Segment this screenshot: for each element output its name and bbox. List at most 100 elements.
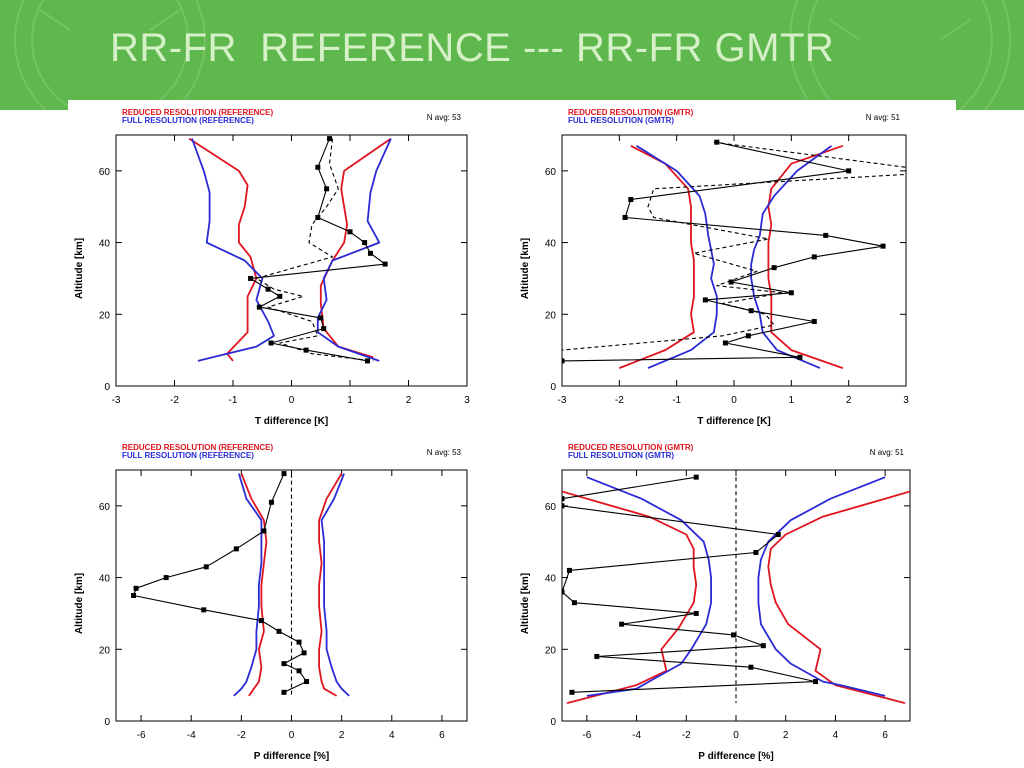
y-tick-label: 40 <box>99 239 111 250</box>
data-point <box>281 661 287 667</box>
plot-panel: -3 -2 -1 0 1 2 3 0 20 40 60 T difference [K] Altitud… <box>68 100 956 768</box>
x-tick-label: 3 <box>903 395 909 406</box>
x-tick-label: -6 <box>137 730 146 741</box>
data-point <box>566 567 572 573</box>
series-group <box>562 474 910 704</box>
series-line-blue-solid <box>636 145 718 369</box>
x-tick-label: -4 <box>187 730 196 741</box>
legend-full: FULL RESOLUTION (GMTR) <box>568 116 674 125</box>
data-point <box>788 290 794 296</box>
data-point <box>296 639 302 645</box>
series-line-blue-solid <box>586 476 712 697</box>
series-line-black-dashed <box>562 141 906 351</box>
navg-label: N avg: 53 <box>427 113 462 122</box>
navg-label: N avg: 51 <box>870 448 905 457</box>
data-point <box>562 358 565 364</box>
y-tick-label: 40 <box>545 239 557 250</box>
data-point <box>265 286 271 292</box>
plot-frame <box>561 134 907 387</box>
navg-label: N avg: 53 <box>427 448 462 457</box>
data-point <box>811 254 817 260</box>
data-point <box>760 643 766 649</box>
y-tick-label: 60 <box>99 167 111 178</box>
data-point <box>268 499 274 505</box>
x-tick-label: -6 <box>582 730 591 741</box>
x-tick-label: 2 <box>339 730 345 741</box>
y-axis-label: Altitude [km] <box>74 238 85 299</box>
series-group <box>188 136 392 364</box>
series-line-blue-solid <box>757 476 886 697</box>
legend-reduced: REDUCED RESOLUTION (GMTR) <box>568 443 694 452</box>
y-tick-label: 20 <box>99 645 111 656</box>
data-point <box>622 214 628 220</box>
series-line-black-solid <box>133 473 308 693</box>
chart-1: -3 -2 -1 0 1 2 3 0 20 40 60 T difference [K] Altitud… <box>74 108 470 427</box>
x-axis-label: T difference [K] <box>255 416 328 427</box>
data-point <box>318 315 324 321</box>
data-point <box>619 621 625 627</box>
y-tick-label: 0 <box>550 382 556 393</box>
data-point <box>281 471 287 477</box>
legend-full: FULL RESOLUTION (REFERENCE) <box>122 116 254 125</box>
series-line-red-solid <box>319 137 392 359</box>
data-point <box>327 136 333 142</box>
series-line-blue-solid <box>233 473 263 697</box>
legend-full: FULL RESOLUTION (GMTR) <box>568 451 674 460</box>
data-point <box>813 679 819 685</box>
data-point <box>628 197 634 203</box>
y-tick-label: 0 <box>104 717 110 728</box>
series-line-blue-solid <box>191 138 275 362</box>
series-line-red-solid <box>240 473 268 697</box>
y-tick-label: 60 <box>545 502 557 513</box>
x-axis-label: P difference [%] <box>698 751 773 762</box>
data-point <box>562 503 565 509</box>
legend-reduced: REDUCED RESOLUTION (REFERENCE) <box>122 443 273 452</box>
series-line-blue-solid <box>316 138 392 362</box>
data-point <box>304 679 310 685</box>
series-line-black-solid <box>562 141 884 362</box>
x-tick-label: 2 <box>406 395 412 406</box>
data-point <box>303 347 309 353</box>
data-point <box>745 333 751 339</box>
data-point <box>201 607 207 613</box>
y-tick-label: 0 <box>104 382 110 393</box>
data-point <box>203 564 209 570</box>
x-tick-label: 0 <box>731 395 737 406</box>
legend-full: FULL RESOLUTION (REFERENCE) <box>122 451 254 460</box>
data-point <box>562 496 565 502</box>
data-point <box>811 318 817 324</box>
data-point <box>258 618 264 624</box>
data-point <box>775 532 781 538</box>
chart-2: -3 -2 -1 0 1 2 3 0 20 40 60 T difference [K] Altitud… <box>520 108 909 427</box>
x-tick-label: 6 <box>882 730 888 741</box>
data-point <box>702 297 708 303</box>
x-axis-label: P difference [%] <box>254 751 329 762</box>
data-point <box>248 275 254 281</box>
x-tick-label: 6 <box>439 730 445 741</box>
data-point <box>382 261 388 267</box>
data-point <box>693 610 699 616</box>
data-point <box>133 585 139 591</box>
slide-header: RR-FR REFERENCE --- RR-FR GMTR <box>0 0 1024 110</box>
data-point <box>722 340 728 346</box>
x-tick-label: 0 <box>289 730 295 741</box>
data-point <box>748 308 754 314</box>
x-tick-label: 4 <box>389 730 395 741</box>
y-tick-label: 20 <box>545 645 557 656</box>
data-point <box>276 628 282 634</box>
x-tick-label: 0 <box>289 395 295 406</box>
series-line-black-dashed <box>255 138 374 362</box>
watermark-seal-icon <box>14 0 1011 110</box>
navg-label: N avg: 51 <box>866 113 901 122</box>
legend-reduced: REDUCED RESOLUTION (GMTR) <box>568 108 694 117</box>
data-point <box>728 279 734 285</box>
data-point <box>233 546 239 552</box>
data-point <box>571 600 577 606</box>
series-group <box>562 139 906 369</box>
x-tick-label: -4 <box>632 730 641 741</box>
series-line-black-solid <box>562 476 817 693</box>
series-line-red-solid <box>767 144 844 369</box>
series-line-red-solid <box>562 490 698 704</box>
